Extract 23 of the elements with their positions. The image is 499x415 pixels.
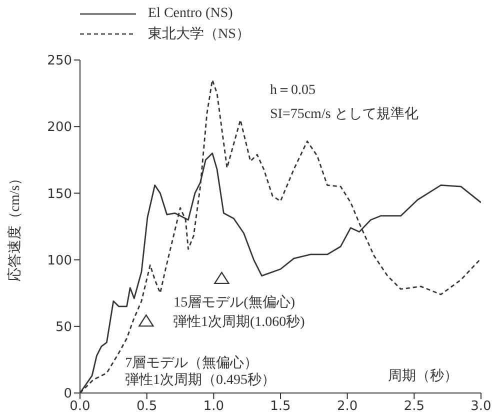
y-tick-label: 200 <box>47 120 72 136</box>
y-tick-label: 50 <box>55 320 72 336</box>
x-tick-label: 1.0 <box>203 399 224 414</box>
legend-label: El Centro (NS) <box>148 6 233 22</box>
y-tick-label: 100 <box>47 253 72 268</box>
x-tick-label: 0.5 <box>136 399 158 414</box>
x-tick-label: 1.5 <box>270 399 291 414</box>
x-tick-label: 3.0 <box>470 399 492 414</box>
x-axis-title: 周期（秒） <box>388 368 458 386</box>
annotation: h＝0.05 <box>270 82 316 100</box>
legend-label: 東北大学（NS） <box>148 26 250 43</box>
x-tick-label: 0.0 <box>70 399 90 414</box>
y-axis-title: 応答速度（cm/s） <box>6 171 23 282</box>
annotation: 15層モデル(無偏心) <box>174 294 296 310</box>
x-tick-label: 2.0 <box>336 399 358 414</box>
annotation: SI=75cm/s として規準化 <box>270 106 418 124</box>
x-tick-label: 2.5 <box>404 399 425 414</box>
annotation: 弾性1次周期（0.495秒） <box>125 372 276 390</box>
annotation: 弾性1次周期(1.060秒) <box>173 314 305 332</box>
y-tick-label: 250 <box>47 54 72 69</box>
y-tick-label: 0 <box>64 386 72 402</box>
y-tick-label: 150 <box>47 186 72 202</box>
annotation: 7層モデル（無偏心） <box>125 355 258 372</box>
